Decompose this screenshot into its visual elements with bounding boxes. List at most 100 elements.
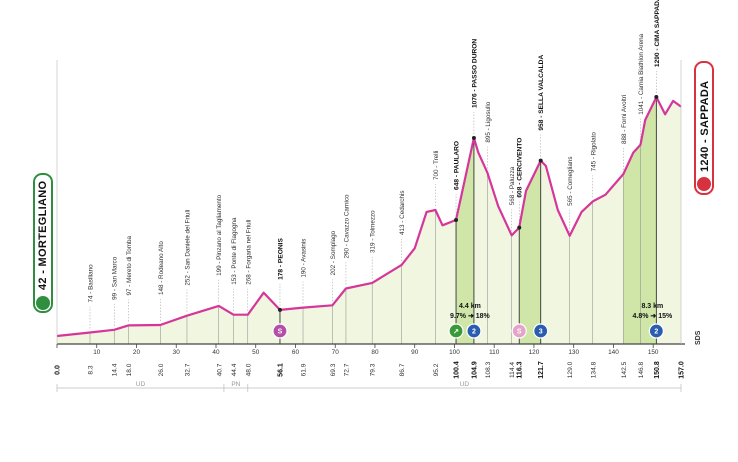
climb-length: 4.4 km <box>459 303 481 310</box>
place-label: 178 - PEONIS <box>277 238 284 280</box>
start-label: 42 - MORTEGLIANO <box>37 181 49 290</box>
km-tick-label: 130 <box>568 349 579 356</box>
kom-marker <box>533 323 549 339</box>
waypoint-dot <box>654 95 659 100</box>
profile-line-layer <box>56 95 682 338</box>
km-tick-label: 80 <box>371 349 379 356</box>
kom-marker <box>466 323 482 339</box>
region-strip: UD PN UD <box>56 381 682 392</box>
km-tick-label: 20 <box>133 349 141 356</box>
km-value: 129.0 <box>567 361 574 378</box>
km-value: 95.2 <box>433 363 440 376</box>
place-label: 268 - Forgaria nel Friuli <box>245 220 252 285</box>
kom-marker-label: 2 <box>654 329 658 336</box>
climb-stats-layer: 4.4 km 9.7% ➜ 18% 8.3 km 4.8% ➜ 15% <box>450 303 673 320</box>
km-value: 150.8 <box>654 361 661 379</box>
climb-gradient: 9.7% ➜ 18% <box>450 313 490 320</box>
km-tick-label: 10 <box>93 349 101 356</box>
place-label: 252 - San Daniele del Friuli <box>184 210 191 286</box>
place-label: 648 - PAULARO <box>454 141 461 190</box>
climb-start-marker <box>448 323 464 339</box>
waypoint-dot <box>277 307 282 312</box>
place-label: 290 - Cavazzo Carnico <box>343 194 350 259</box>
km-value: 72.7 <box>343 363 350 376</box>
km-value: 14.4 <box>112 363 119 376</box>
sds-logo: SDS <box>695 330 702 345</box>
place-label: 319 - Tolmezzo <box>370 210 377 253</box>
climb-fill <box>519 160 541 344</box>
km-value: 79.3 <box>370 363 377 376</box>
km-value: 18.0 <box>126 363 133 376</box>
waypoint-dot <box>471 136 476 141</box>
km-value: 32.7 <box>184 363 191 376</box>
waypoint-dot <box>517 225 522 230</box>
km-value: 44.4 <box>231 363 238 376</box>
km-axis: 10 20 30 40 50 60 70 80 90 100 110 120 130 140 150 <box>56 60 685 356</box>
place-label: 958 - SELLA VALCALDA <box>538 55 545 131</box>
place-label: 202 - Somplago <box>330 230 337 275</box>
km-value: 114.4 <box>509 362 516 378</box>
place-label: 413 - Cedarchis <box>399 190 406 234</box>
climb-length: 8.3 km <box>641 303 663 310</box>
place-label: 1290 - CIMA SAPPADA <box>654 0 661 67</box>
waypoint-dot <box>538 158 543 163</box>
km-value: 40.7 <box>216 363 223 376</box>
climb-fill <box>623 97 657 344</box>
km-value: 100.4 <box>454 361 461 379</box>
place-label: 97 - Mereto di Tomba <box>126 236 133 296</box>
km-tick-label: 150 <box>648 349 659 356</box>
km-value: 56.1 <box>277 363 284 377</box>
km-tick-label: 110 <box>489 349 500 356</box>
place-label: 74 - Basiliano <box>87 264 94 303</box>
km-values-layer: 8.3 14.4 18.0 26.0 32.7 40.7 44.4 48.0 56.1 61.9 6… <box>55 361 686 379</box>
sprint-marker-label: S <box>517 329 522 336</box>
place-label: 568 - Paluzza <box>509 166 516 205</box>
km-value: 116.3 <box>517 361 524 378</box>
place-label: 190 - Avasinis <box>301 239 308 278</box>
km-value: 104.9 <box>471 361 478 379</box>
place-label: 153 - Ponte di Flagogna <box>231 217 238 285</box>
km-tick-label: 90 <box>411 349 419 356</box>
region-label: UD <box>136 381 146 388</box>
waypoint-lines-layer <box>89 71 657 344</box>
km-value-start: 0.0 <box>55 365 62 375</box>
km-value: 157.0 <box>679 361 686 379</box>
sprint-marker-label: S <box>278 329 283 336</box>
climb-highlights-layer <box>456 97 657 344</box>
km-tick-label: 40 <box>212 349 220 356</box>
place-label: 1041 - Carnia Biathlon Arena <box>638 33 645 114</box>
kom-marker <box>648 323 664 339</box>
start-badge: 42 - MORTEGLIANO <box>33 173 53 313</box>
sprint-marker <box>272 323 288 339</box>
place-label: 745 - Rigolato <box>590 132 597 172</box>
km-value: 61.9 <box>301 363 308 376</box>
climb-start-marker-label: ↗ <box>453 329 459 336</box>
kom-marker-label: 2 <box>472 329 476 336</box>
place-label: 1076 - PASSO DURON <box>471 39 478 108</box>
kom-marker-label: 3 <box>539 329 543 336</box>
km-tick-label: 100 <box>449 349 460 356</box>
place-label: 199 - Pinzano al Tagliamento <box>216 194 223 276</box>
markers-layer: S ↗ 2 S 3 2 <box>272 323 664 339</box>
place-label: 608 - CERCIVENTO <box>517 138 524 198</box>
km-tick-label: 50 <box>252 349 260 356</box>
km-value: 142.5 <box>621 361 628 378</box>
climb-fill <box>456 138 474 344</box>
climb-gradient: 4.8% ➜ 15% <box>632 313 672 320</box>
place-labels-layer: 74 - Basiliano 99 - San Marco 97 - Mereto … <box>87 0 660 303</box>
km-value: 134.8 <box>590 361 597 378</box>
region-label: PN <box>231 381 240 388</box>
region-label: UD <box>460 381 470 388</box>
km-value: 108.3 <box>485 361 492 378</box>
km-value: 26.0 <box>158 363 165 376</box>
km-value: 146.8 <box>638 361 645 378</box>
profile-line <box>56 96 682 338</box>
km-value: 86.7 <box>399 363 406 376</box>
place-label: 148 - Rodeano Alto <box>158 241 165 295</box>
place-label: 565 - Comeglians <box>567 156 574 205</box>
place-label: 99 - San Marco <box>112 256 119 300</box>
km-value: 121.7 <box>538 361 545 379</box>
waypoint-dot <box>454 217 459 222</box>
bicycle-icon <box>36 296 50 310</box>
